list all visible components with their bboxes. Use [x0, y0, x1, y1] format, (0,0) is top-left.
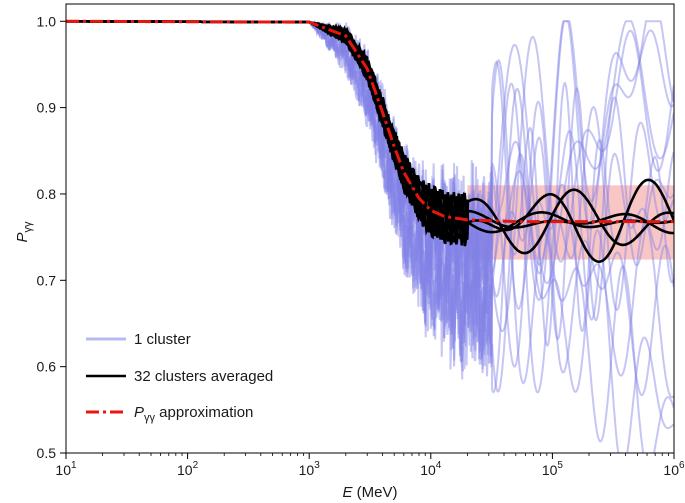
x-tick-label: 101	[55, 460, 77, 478]
approximation-line	[66, 19, 674, 224]
y-tick-label: 0.5	[37, 445, 57, 461]
y-tick-label: 0.7	[37, 272, 57, 288]
y-axis-ticks: 0.5 0.6 0.7 0.8 0.9 1.0	[37, 13, 66, 461]
legend-label-averaged: 32 clusters averaged	[134, 368, 273, 385]
x-tick-label: 103	[299, 460, 321, 478]
x-axis-label: E (MeV)	[342, 484, 397, 501]
x-tick-label: 105	[542, 460, 564, 478]
y-axis-label: Pγγ	[14, 221, 34, 243]
legend-label-approximation: Pγγ approximation	[134, 404, 253, 424]
y-tick-label: 0.8	[37, 186, 57, 202]
y-tick-label: 0.9	[37, 100, 57, 116]
x-tick-label: 104	[420, 460, 442, 478]
legend-label-single: 1 cluster	[134, 331, 191, 348]
x-axis-ticks: 101 102 103 104 105 106	[55, 453, 685, 478]
plot-frame	[65, 3, 675, 454]
x-tick-label: 106	[663, 460, 685, 478]
y-tick-label: 0.6	[37, 359, 57, 375]
x-tick-label: 102	[177, 460, 199, 478]
y-tick-label: 1.0	[37, 13, 57, 29]
legend: 1 cluster 32 clusters averaged Pγγ appro…	[86, 331, 273, 424]
